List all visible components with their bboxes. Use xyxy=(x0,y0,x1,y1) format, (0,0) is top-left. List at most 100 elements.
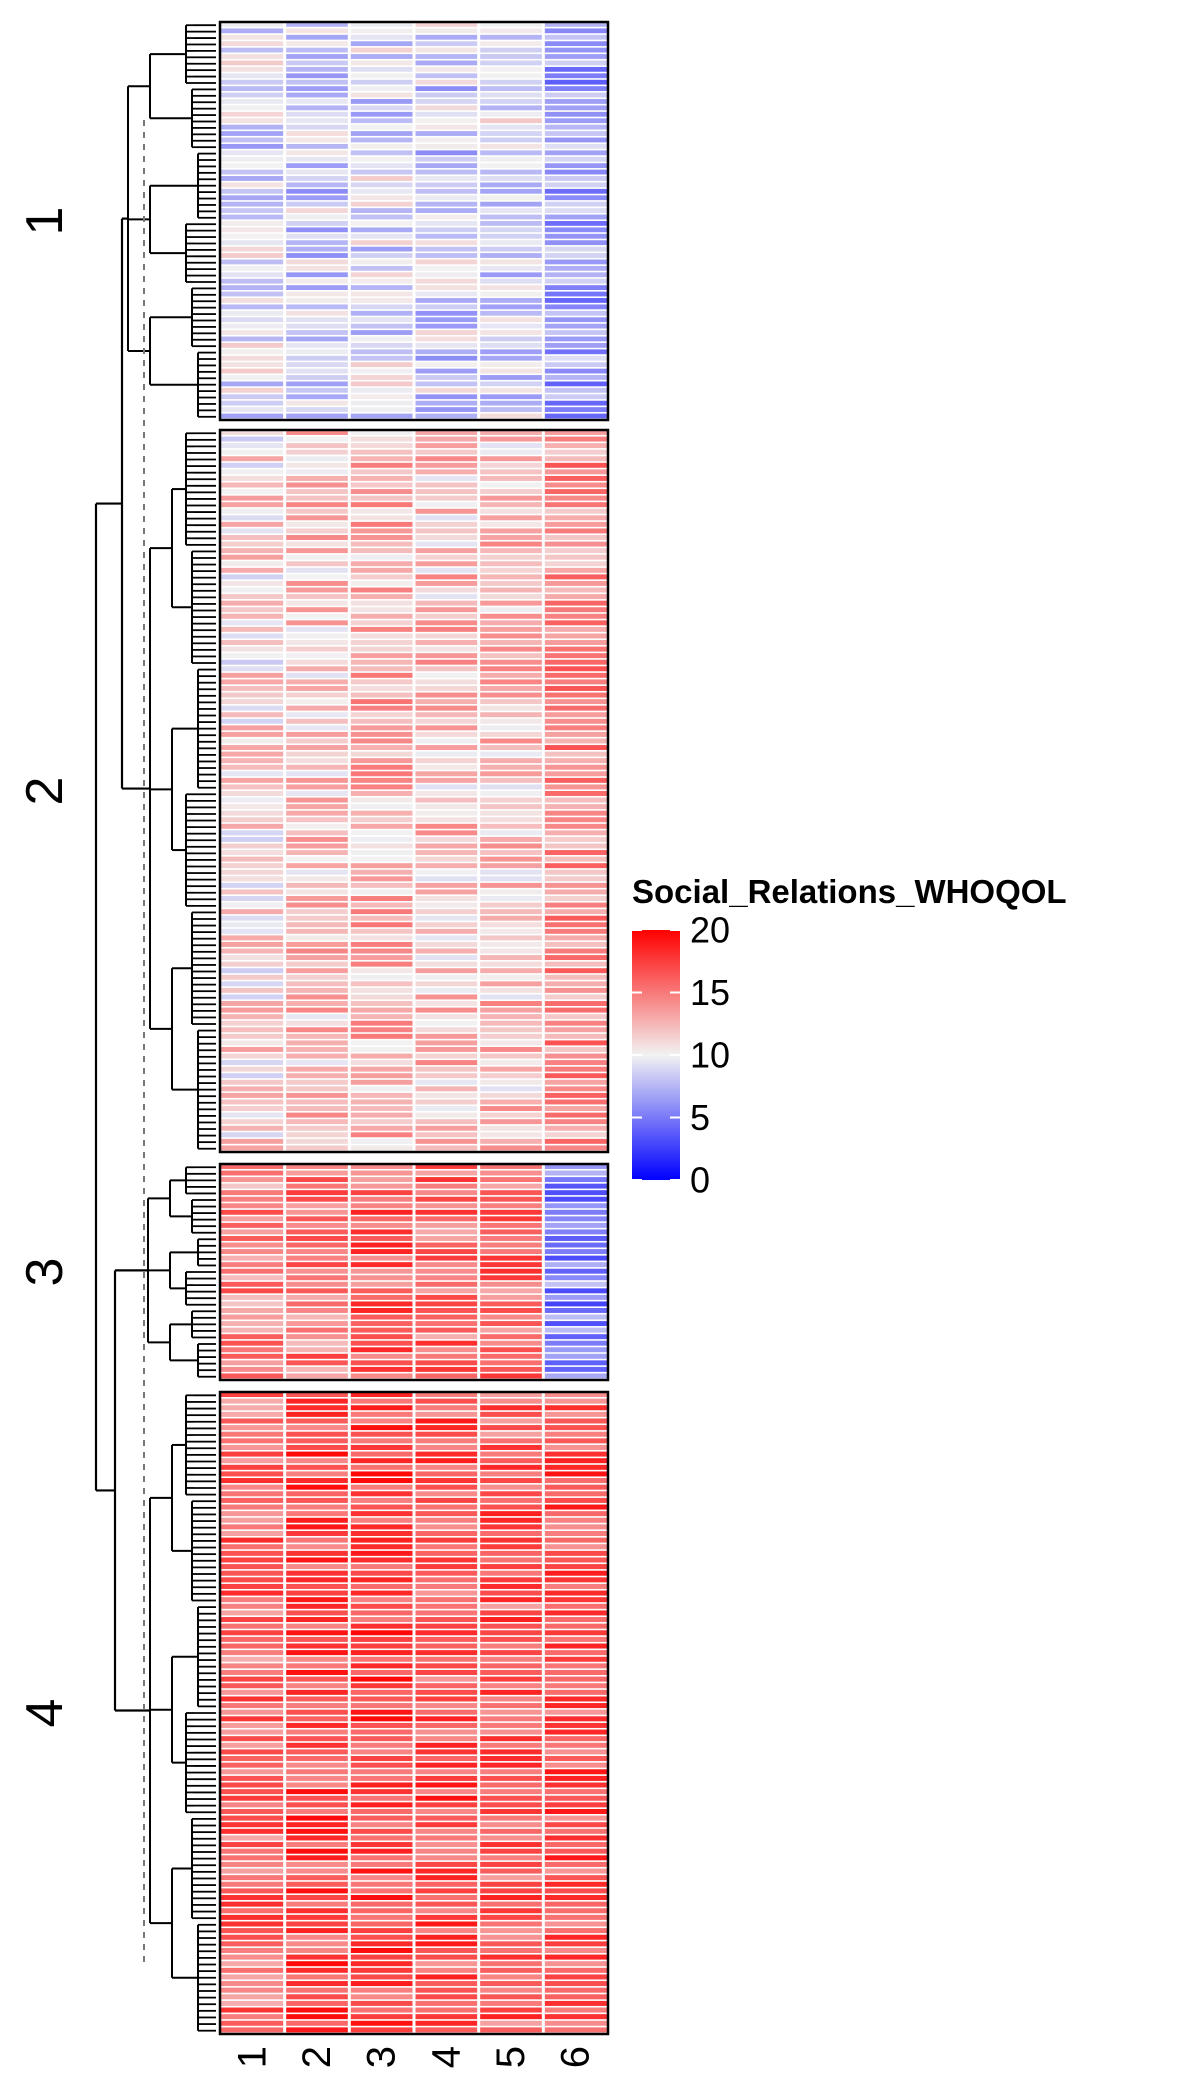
heatmap-cell xyxy=(478,1709,544,1715)
heatmap-cell xyxy=(543,124,608,130)
column-label: 2 xyxy=(295,2046,339,2068)
heatmap-cell xyxy=(478,449,544,455)
heatmap-cell xyxy=(543,1689,608,1695)
heatmap-cell xyxy=(414,587,479,593)
heatmap-cell xyxy=(349,1106,414,1112)
heatmap-cell xyxy=(414,1934,479,1940)
column-label: 3 xyxy=(360,2046,404,2068)
heatmap-cell xyxy=(284,1340,350,1346)
heatmap-cell xyxy=(220,1249,285,1255)
heatmap-cell xyxy=(284,1092,350,1098)
heatmap-cell xyxy=(349,1974,414,1980)
heatmap-cell xyxy=(220,1590,285,1596)
heatmap-cell xyxy=(284,1709,350,1715)
heatmap-cell xyxy=(220,1729,285,1735)
heatmap-cell xyxy=(220,502,285,508)
heatmap-cell xyxy=(543,1053,608,1059)
heatmap-cell xyxy=(414,909,479,915)
heatmap-cell xyxy=(543,922,608,928)
heatmap-cell xyxy=(543,791,608,796)
heatmap-cell xyxy=(478,1802,544,1808)
heatmap-cell xyxy=(478,889,544,895)
heatmap-cell xyxy=(284,1928,350,1934)
heatmap-cell xyxy=(349,836,414,842)
heatmap-cell xyxy=(284,856,350,862)
heatmap-cell xyxy=(220,1749,285,1755)
heatmap-cell xyxy=(220,909,285,915)
heatmap-cell xyxy=(284,1288,350,1294)
heatmap-cell xyxy=(349,1444,414,1450)
heatmap-cell xyxy=(478,961,544,967)
heatmap-cell xyxy=(220,1464,285,1470)
heatmap-cell xyxy=(284,968,350,974)
heatmap-cell xyxy=(284,764,350,770)
heatmap-cell xyxy=(414,1954,479,1960)
heatmap-cell xyxy=(349,600,414,606)
heatmap-cell xyxy=(414,86,479,92)
heatmap-cell xyxy=(414,1961,479,1967)
heatmap-cell xyxy=(284,679,350,685)
heatmap-cell xyxy=(220,201,285,207)
heatmap-cell xyxy=(284,1815,350,1821)
heatmap-cell xyxy=(220,876,285,882)
heatmap-cell xyxy=(220,830,285,836)
heatmap-cell xyxy=(414,1222,479,1228)
heatmap-cell xyxy=(543,535,608,540)
heatmap-cell xyxy=(220,1288,285,1294)
heatmap-cell xyxy=(414,1769,479,1775)
heatmap-cell xyxy=(220,233,285,239)
heatmap-cell xyxy=(220,1603,285,1609)
heatmap-cell xyxy=(478,653,544,659)
heatmap-cell xyxy=(543,1835,608,1841)
heatmap-cell xyxy=(543,1928,608,1934)
heatmap-cell xyxy=(543,915,608,921)
heatmap-cell xyxy=(543,1669,608,1675)
heatmap-cell xyxy=(414,955,479,961)
heatmap-cell xyxy=(543,1216,608,1222)
heatmap-cell xyxy=(349,342,414,348)
cluster-3-cells xyxy=(218,1162,610,1382)
heatmap-cell xyxy=(543,1544,608,1550)
heatmap-cell xyxy=(284,201,350,207)
heatmap-cell xyxy=(414,1444,479,1450)
heatmap-cell xyxy=(349,105,414,111)
heatmap-cell xyxy=(220,285,285,291)
heatmap-cell xyxy=(284,659,350,665)
heatmap-cell xyxy=(543,1617,608,1623)
heatmap-cell xyxy=(543,1112,608,1118)
heatmap-cell xyxy=(220,1444,285,1450)
heatmap-cell xyxy=(543,685,608,691)
heatmap-cell xyxy=(220,981,285,987)
heatmap-cell xyxy=(284,368,350,374)
heatmap-cell xyxy=(478,137,544,143)
legend-tick-label: 20 xyxy=(690,910,730,951)
heatmap-cell xyxy=(543,22,608,27)
heatmap-cell xyxy=(478,41,544,47)
heatmap-cell xyxy=(220,310,285,316)
heatmap-cell xyxy=(284,489,350,495)
heatmap-cell xyxy=(543,265,608,271)
heatmap-cell xyxy=(349,1987,414,1993)
heatmap-cell xyxy=(478,1974,544,1980)
heatmap-cell xyxy=(349,1676,414,1682)
heatmap-cell xyxy=(284,233,350,239)
heatmap-cell xyxy=(478,1583,544,1589)
heatmap-cell xyxy=(284,291,350,297)
heatmap-cell xyxy=(543,1828,608,1834)
heatmap-cell xyxy=(543,118,608,124)
heatmap-cell xyxy=(284,613,350,619)
heatmap-cell xyxy=(284,817,350,823)
heatmap-cell xyxy=(543,86,608,92)
heatmap-cell xyxy=(543,1334,608,1340)
heatmap-cell xyxy=(543,541,608,547)
heatmap-cell xyxy=(414,310,479,316)
heatmap-cell xyxy=(543,1478,608,1484)
heatmap-cell xyxy=(284,1530,350,1537)
heatmap-cell xyxy=(543,810,608,816)
heatmap-cell xyxy=(284,1842,350,1848)
heatmap-cell xyxy=(220,1756,285,1762)
heatmap-cell xyxy=(349,1994,414,2000)
heatmap-cell xyxy=(284,1106,350,1112)
heatmap-cell xyxy=(284,221,350,226)
heatmap-cell xyxy=(220,73,285,79)
